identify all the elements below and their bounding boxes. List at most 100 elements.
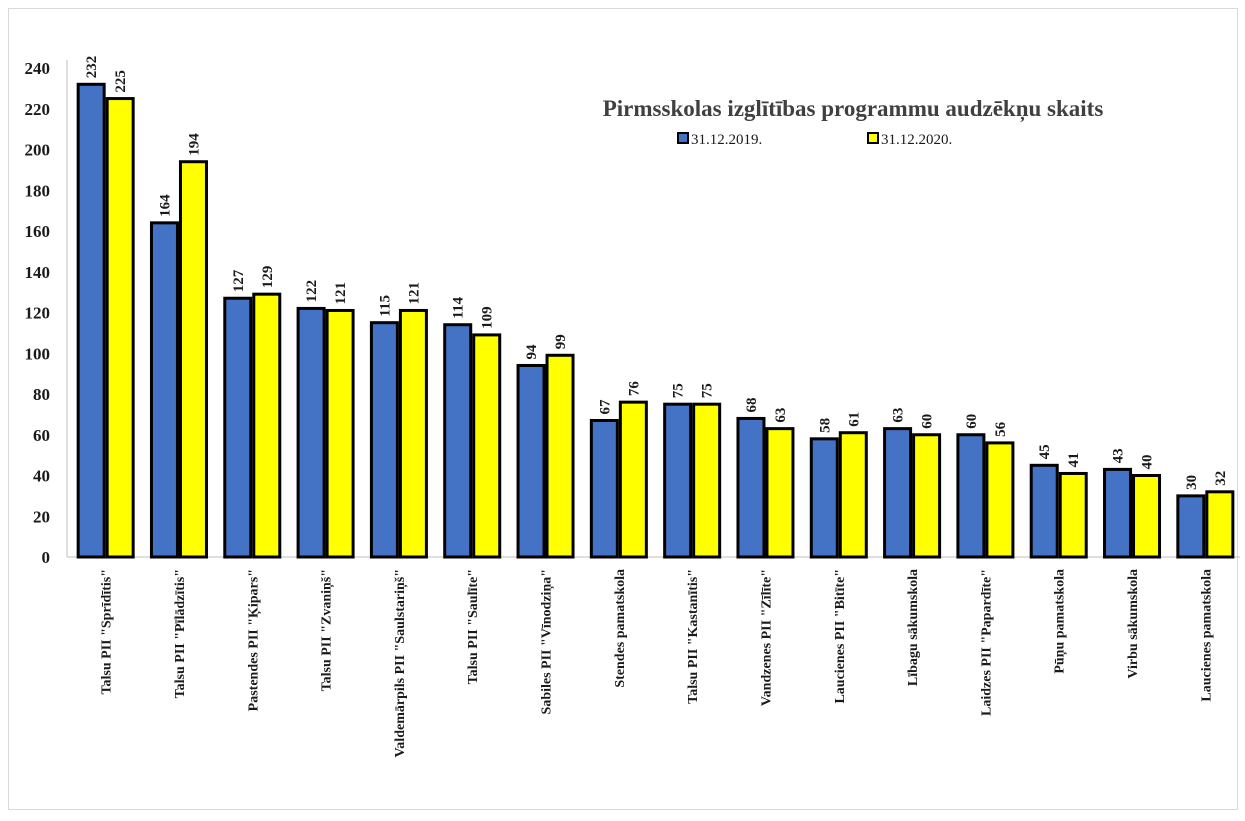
- bar-series1: [369, 321, 399, 559]
- data-label: 127: [231, 269, 247, 292]
- y-tick-label: 20: [33, 507, 50, 526]
- data-label: 68: [744, 397, 760, 412]
- y-tick-label: 240: [25, 59, 51, 78]
- data-label: 129: [260, 266, 276, 289]
- bar-series1: [296, 306, 326, 559]
- y-tick-label: 40: [33, 467, 50, 486]
- data-label: 58: [817, 418, 833, 433]
- category-label: Stendes pamatskola: [613, 569, 628, 688]
- data-label: 40: [1140, 455, 1156, 470]
- data-label: 75: [671, 383, 687, 398]
- chart-title: Pirmsskolas izglītības programmu audzēkņ…: [603, 96, 1104, 123]
- data-label: 109: [480, 306, 496, 329]
- bar-series2: [912, 433, 942, 559]
- legend-swatch: [677, 132, 689, 144]
- y-tick-label: 220: [25, 100, 51, 119]
- bar-series2: [325, 308, 355, 559]
- bar-series1: [149, 221, 179, 559]
- data-label: 56: [993, 421, 1009, 437]
- bar-series1: [883, 427, 913, 559]
- y-tick-label: 140: [25, 263, 51, 282]
- y-tick-label: 160: [25, 222, 51, 241]
- data-label: 164: [157, 194, 173, 217]
- data-label: 99: [553, 334, 569, 349]
- bar-series1: [589, 418, 619, 559]
- bar-series2: [1132, 474, 1162, 559]
- bar-series1: [956, 433, 986, 559]
- bar-series2: [838, 431, 868, 559]
- bar-series1: [223, 296, 253, 559]
- data-label: 61: [846, 412, 862, 427]
- bar-series2: [252, 292, 282, 559]
- bar-series1: [76, 82, 106, 559]
- category-label: Talsu PII "Saulīte": [466, 569, 481, 684]
- bar-layer: [76, 82, 1235, 559]
- data-label: 115: [377, 295, 393, 317]
- legend-label: 31.12.2020.: [881, 132, 952, 148]
- bar-series1: [1176, 494, 1206, 559]
- category-label: Pūņu pamatskola: [1053, 569, 1068, 674]
- category-label: Virbu sākumskola: [1126, 569, 1141, 679]
- bar-series2: [1205, 490, 1235, 559]
- data-label: 121: [333, 282, 349, 305]
- bar-series2: [398, 308, 428, 559]
- data-label: 76: [626, 381, 642, 397]
- category-label: Laidzes PII "Papardīte": [979, 569, 994, 716]
- category-label-layer: Talsu PII "Sprīdītis" Talsu PII "Pīlādzīt…: [100, 569, 1215, 758]
- bar-series2: [545, 353, 575, 559]
- data-label: 60: [920, 414, 936, 429]
- data-label: 43: [1111, 448, 1127, 463]
- bar-series1: [1029, 463, 1059, 559]
- bar-series2: [1058, 471, 1088, 559]
- data-label: 225: [113, 70, 129, 93]
- y-tick-label: 200: [25, 141, 51, 160]
- data-label: 94: [524, 344, 540, 360]
- y-tick-label: 180: [25, 181, 51, 200]
- legend-swatch: [867, 132, 879, 144]
- data-label: 67: [597, 399, 613, 415]
- bar-series1: [809, 437, 839, 559]
- bar-series2: [618, 400, 648, 559]
- bar-series1: [663, 402, 693, 559]
- category-label: Vandzenes PII "Zīlīte": [759, 569, 774, 706]
- data-label: 41: [1066, 452, 1082, 467]
- y-tick-label: 120: [25, 304, 51, 323]
- bar-series1: [516, 363, 546, 559]
- data-label: 63: [891, 408, 907, 423]
- legend: 31.12.2019. 31.12.2020.: [677, 132, 952, 148]
- bar-series2: [105, 97, 135, 559]
- chart-frame: [8, 8, 1238, 810]
- data-label: 121: [406, 282, 422, 305]
- bar-series2: [692, 402, 722, 559]
- category-label: Laucienes PII "Bitīte": [833, 569, 848, 704]
- data-label: 63: [773, 408, 789, 423]
- bar-series1: [1103, 467, 1133, 559]
- data-label: 60: [964, 414, 980, 429]
- category-label: Lībagu sākumskola: [906, 569, 921, 686]
- y-tick-label: 80: [33, 385, 50, 404]
- data-label: 194: [186, 133, 202, 156]
- data-label: 75: [700, 383, 716, 398]
- data-label: 122: [304, 280, 320, 303]
- data-label: 232: [84, 56, 100, 79]
- category-label: Laucienes pamatskola: [1199, 569, 1214, 702]
- bar-series1: [736, 416, 766, 559]
- y-tick-label: 60: [33, 426, 50, 445]
- category-label: Sabiles PII "Vīnodziņa": [540, 569, 555, 714]
- data-label: 114: [451, 297, 467, 319]
- data-label: 32: [1213, 471, 1229, 486]
- category-label: Valdemārpils PII "Saulstariņš": [393, 569, 408, 758]
- data-label-layer: 232 225 164 194 127 129 122 121 115 121 114 109 94 99…: [84, 56, 1229, 490]
- category-label: Talsu PII "Kastanītis": [686, 569, 701, 704]
- bar-series2: [765, 427, 795, 559]
- category-label: Talsu PII "Zvaniņš": [320, 569, 335, 691]
- data-label: 30: [1184, 475, 1200, 490]
- axis-layer: 0 20 40 60 80 100 120 140 160 180 200 220 240: [25, 59, 1240, 567]
- category-label: Pastendes PII "Ķipars": [246, 569, 261, 711]
- bar-series2: [472, 333, 502, 559]
- data-label: 45: [1037, 444, 1053, 459]
- y-tick-label: 100: [25, 344, 51, 363]
- bar-series2: [985, 441, 1015, 559]
